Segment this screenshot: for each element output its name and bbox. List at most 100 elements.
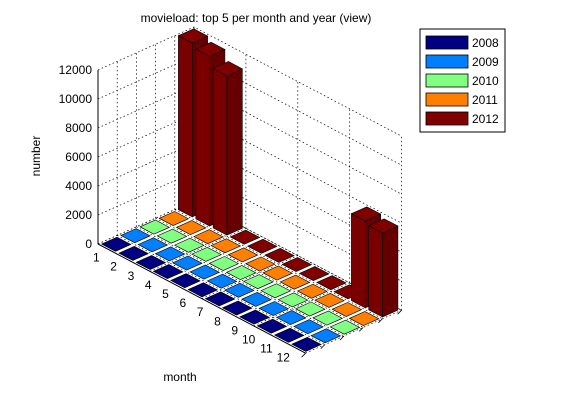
bar-2012-month-8 <box>298 266 330 281</box>
bar-2008-month-10 <box>256 318 288 334</box>
grid-line <box>97 26 402 137</box>
legend-label: 2009 <box>472 55 499 69</box>
bar-2009-month-5 <box>189 264 220 280</box>
bar-2009-month-3 <box>154 246 186 262</box>
x-tick-label: 1 <box>93 251 100 265</box>
bar-2011-month-12 <box>348 311 380 326</box>
grid-line <box>97 55 402 166</box>
bar-2011-month-7 <box>262 265 293 281</box>
bar-2012-month-9 <box>316 275 347 291</box>
bar-2008-month-4 <box>152 264 184 279</box>
grid-line <box>155 217 364 328</box>
z-tick-label: 2000 <box>65 208 92 222</box>
legend-swatch <box>425 92 469 107</box>
bar-2010-month-10 <box>295 301 326 317</box>
grid-line <box>201 255 298 299</box>
z-axis-label: number <box>29 136 43 177</box>
z-tick-label: 10000 <box>59 92 93 106</box>
bar-2010-month-8 <box>260 283 292 299</box>
bar-2010-month-12 <box>329 319 361 335</box>
grid-line <box>117 235 325 345</box>
grid-line <box>193 200 402 311</box>
bar-2011-month-3 <box>193 229 224 245</box>
legend-label: 2010 <box>472 74 499 88</box>
bar-2008-month-7 <box>204 291 236 307</box>
bar-2009-month-10 <box>275 310 307 325</box>
z-tick-label: 0 <box>85 237 92 251</box>
x-tick-label: 12 <box>277 351 291 365</box>
bar-2010-month-1 <box>139 219 170 235</box>
bar-2008-month-8 <box>222 300 253 316</box>
grid-line <box>174 209 383 320</box>
x-tick-label: 6 <box>179 296 186 310</box>
bar-2010-month-6 <box>225 265 257 280</box>
bar-2011-month-11 <box>331 302 363 317</box>
bar-2010-month-3 <box>174 237 205 253</box>
legend-label: 2012 <box>472 112 499 126</box>
x-tick-label: 8 <box>214 314 221 328</box>
x-tick-label: 10 <box>242 332 256 346</box>
z-tick-label: 8000 <box>65 121 92 135</box>
bar-2012-month-7 <box>281 257 313 272</box>
chart-title: movieload: top 5 per month and year (vie… <box>141 11 372 25</box>
bars <box>101 28 399 352</box>
x-tick-label: 4 <box>145 278 152 292</box>
bar-2011-month-9 <box>296 283 328 299</box>
bar-2011-month-8 <box>279 274 311 290</box>
bar-2011-month-4 <box>210 238 242 254</box>
bar-2009-month-4 <box>172 255 203 271</box>
bar-2009-month-2 <box>137 237 169 253</box>
bar-2008-month-3 <box>135 255 167 270</box>
x-tick-label: 5 <box>162 287 169 301</box>
bar-2010-month-2 <box>156 228 188 244</box>
grid-line <box>136 226 345 337</box>
bar-2009-month-12 <box>310 328 342 344</box>
bar-2011-month-1 <box>158 211 190 226</box>
bar-2009-month-6 <box>206 273 238 289</box>
bar-2012-month-12 <box>368 218 399 318</box>
bar-2009-month-8 <box>241 291 272 307</box>
x-tick-label: 7 <box>197 305 204 319</box>
x-tick-label: 3 <box>128 269 135 283</box>
bar-2008-month-9 <box>239 309 270 325</box>
x-tick-label: 11 <box>260 342 273 356</box>
bar-2010-month-5 <box>208 256 240 271</box>
z-tick-labels: 0 2000 4000 6000 8000 10000 12000 <box>59 63 93 251</box>
bar-2008-month-11 <box>274 327 305 343</box>
y-axis-tick <box>358 327 364 332</box>
bar-2008-month-12 <box>291 336 322 352</box>
bar-2011-month-5 <box>227 247 259 263</box>
y-axis-tick <box>397 309 402 315</box>
bar-2009-month-7 <box>224 282 255 298</box>
x-tick-label: 2 <box>110 260 117 274</box>
legend-swatch <box>425 111 469 126</box>
y-axis-tick <box>378 318 383 324</box>
bar-2011-month-2 <box>175 220 207 235</box>
bar-2008-month-6 <box>187 282 218 298</box>
y-axis-tick <box>301 352 306 358</box>
legend-swatch <box>425 35 469 50</box>
grid-line <box>149 227 247 272</box>
bar-2009-month-9 <box>258 301 290 316</box>
bar-2012-month-4 <box>229 229 261 245</box>
bar-2012-month-3 <box>212 61 243 236</box>
legend-label: 2008 <box>472 36 499 50</box>
grid-line <box>97 113 402 224</box>
bar-2008-month-5 <box>170 273 201 289</box>
x-axis-line <box>97 243 306 354</box>
legend-swatch <box>425 54 469 69</box>
y-axis-tick <box>320 344 326 349</box>
bar-2008-month-1 <box>101 236 132 252</box>
bar-2008-month-2 <box>118 245 149 261</box>
z-tick-label: 12000 <box>59 63 93 77</box>
grid-line <box>97 200 195 245</box>
bar-2012-month-6 <box>264 247 295 263</box>
bar-2010-month-11 <box>312 310 343 326</box>
grid-line <box>253 282 350 327</box>
grid-line <box>97 84 402 195</box>
y-axis-tick <box>339 335 345 341</box>
bar-2010-month-7 <box>243 274 274 290</box>
bar-2010-month-4 <box>191 246 222 262</box>
